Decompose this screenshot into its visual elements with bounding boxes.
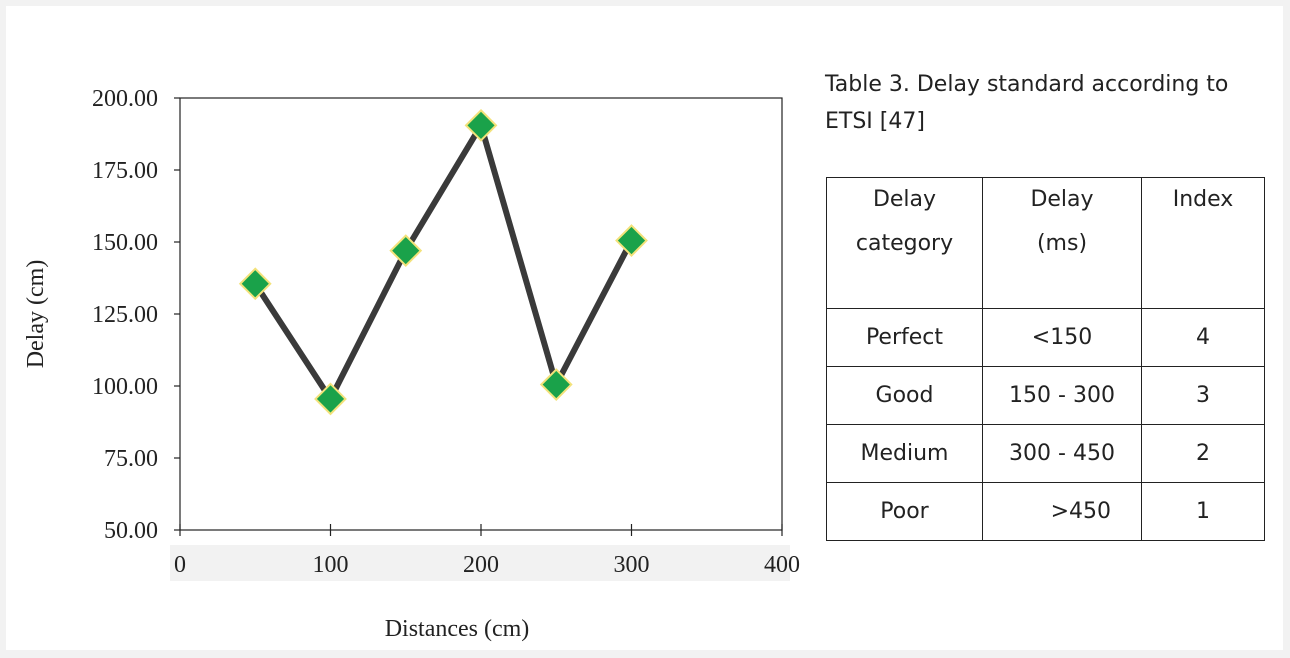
table-cell: 300 - 450 <box>982 424 1142 483</box>
table-cell: >450 <box>982 482 1142 541</box>
y-tick-label: 125.00 <box>92 302 158 328</box>
y-tick-label: 200.00 <box>92 86 158 112</box>
data-point-marker <box>238 267 272 301</box>
table-row: Perfect <150 4 <box>826 308 1265 367</box>
y-tick-label: 150.00 <box>92 230 158 256</box>
x-tick-label: 200 <box>463 552 499 578</box>
x-tick-label: 0 <box>174 552 186 578</box>
table-header-row: Delay category Delay (ms) Index <box>826 177 1265 309</box>
plot-area <box>179 97 783 531</box>
table-row: Poor >450 1 <box>826 482 1265 541</box>
header-cell: Index <box>1141 177 1265 309</box>
y-tick-label: 100.00 <box>92 374 158 400</box>
table-cell: 1 <box>1141 482 1265 541</box>
table-cell: 4 <box>1141 308 1265 367</box>
table-cell: <150 <box>982 308 1142 367</box>
x-tick-label: 400 <box>764 552 800 578</box>
table-cell: Good <box>826 366 983 425</box>
y-tick-label: 50.00 <box>104 518 158 544</box>
x-axis-label: Distances (cm) <box>385 616 530 642</box>
y-axis-label: Delay (cm) <box>23 260 49 369</box>
data-point-marker <box>314 382 347 416</box>
table-cell: Perfect <box>826 308 983 367</box>
y-tick-label: 175.00 <box>92 158 158 184</box>
x-tick-label: 300 <box>614 552 650 578</box>
table-row: Medium 300 - 450 2 <box>826 424 1265 483</box>
x-label-band <box>170 545 790 581</box>
header-cell: Delay category <box>826 177 983 309</box>
table-cell: Poor <box>826 482 983 541</box>
series-line <box>252 122 635 402</box>
table-cell: 150 - 300 <box>982 366 1142 425</box>
delay-line-chart: 50.00 75.00 100.00 125.00 150.00 175.00 200.00… <box>23 86 800 642</box>
data-point-marker <box>389 234 423 268</box>
table-row: Good 150 - 300 3 <box>826 366 1265 425</box>
data-point-marker <box>539 368 573 401</box>
table-caption: Table 3. Delay standard according to ETS… <box>825 72 1229 134</box>
data-point-marker <box>615 224 648 257</box>
table-cell: 3 <box>1141 366 1265 425</box>
x-tick-label: 100 <box>313 552 349 578</box>
table-cell: 2 <box>1141 424 1265 483</box>
header-cell: Delay (ms) <box>982 177 1142 309</box>
delay-standard-table: Delay category Delay (ms) Index Perfect <1… <box>826 177 1265 541</box>
table-cell: Medium <box>826 424 983 483</box>
y-tick-label: 75.00 <box>104 446 158 472</box>
data-point-marker <box>464 108 498 142</box>
